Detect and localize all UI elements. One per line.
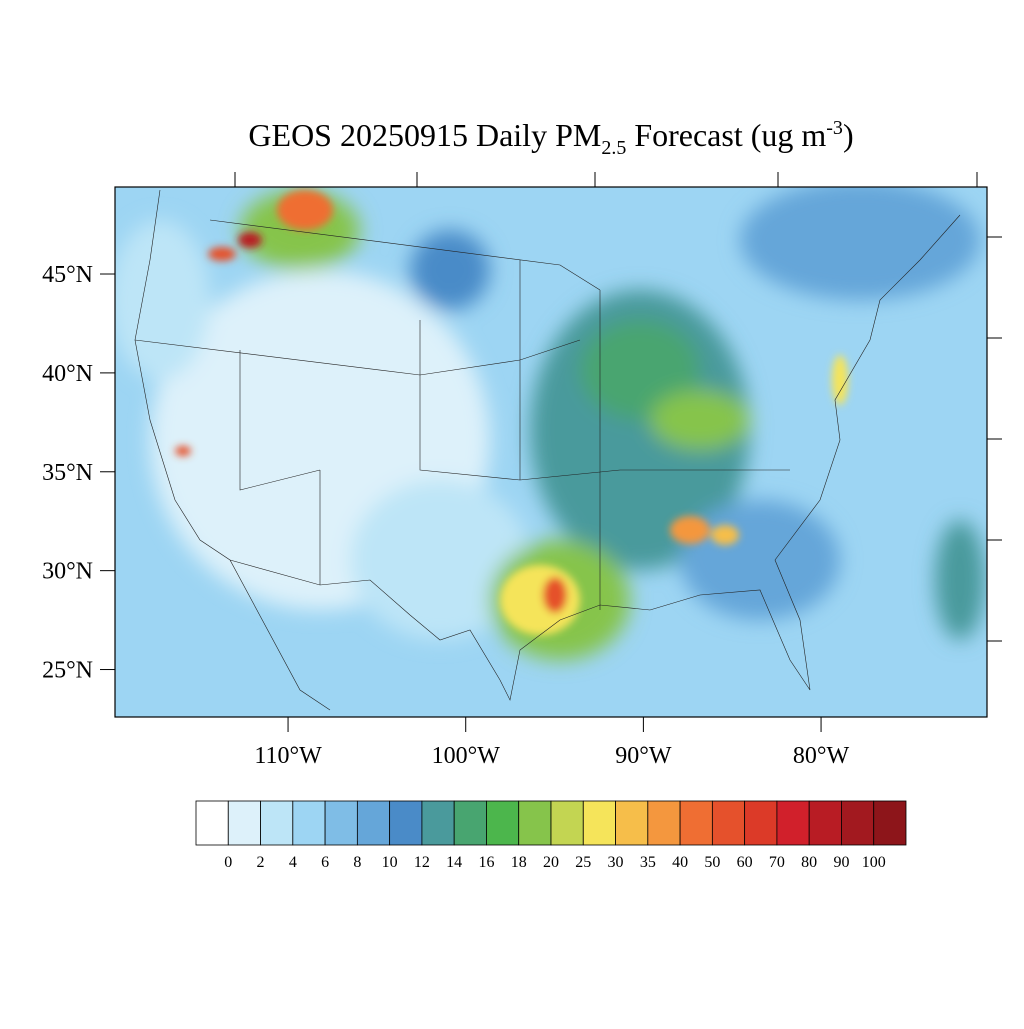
map-field	[115, 187, 987, 717]
colorbar-box	[356, 800, 391, 846]
y-tick-label: 45°N	[42, 262, 93, 288]
colorbar-label: 0	[224, 854, 232, 871]
colorbar-box	[453, 800, 487, 846]
colorbar-label: 70	[769, 854, 785, 871]
y-tick-label: 35°N	[42, 460, 93, 486]
title-sub: 2.5	[601, 137, 626, 159]
colorbar-label: 40	[672, 854, 688, 871]
title-end: )	[843, 117, 854, 153]
colorbar-box	[324, 800, 358, 846]
colorbar-box	[389, 800, 423, 846]
colorbar-box	[776, 800, 810, 846]
colorbar-box	[292, 800, 326, 846]
colorbar-box	[550, 800, 584, 846]
colorbar-label: 100	[862, 854, 886, 871]
colorbar-label: 20	[543, 854, 559, 871]
colorbar-label: 80	[801, 854, 817, 871]
colorbar-box	[873, 800, 907, 846]
y-tick-label: 25°N	[42, 658, 93, 684]
axes: 110°W 100°W 90°W 80°W 25°N 30°N 35°N 40°N 45°N	[42, 262, 849, 769]
x-tick-label: 110°W	[254, 743, 322, 769]
x-tick-label: 90°W	[615, 743, 672, 769]
title-main: GEOS 20250915 Daily PM	[248, 117, 601, 153]
colorbar-label: 4	[289, 854, 297, 871]
title-sup: -3	[826, 117, 843, 139]
colorbar-label: 8	[353, 854, 361, 871]
colorbar-box	[227, 800, 261, 846]
colorbar-box	[808, 800, 842, 846]
colorbar-label: 16	[478, 854, 494, 871]
colorbar-box	[615, 800, 649, 846]
colorbar-label: 60	[737, 854, 753, 871]
colorbar-box	[421, 800, 455, 846]
colorbar-label: 6	[321, 854, 329, 871]
map-title: GEOS 20250915 Daily PM2.5 Forecast (ug m…	[248, 117, 853, 159]
colorbar-label: 50	[704, 854, 720, 871]
colorbar-label: 2	[257, 854, 265, 871]
colorbar-label: 25	[575, 854, 591, 871]
colorbar-label: 90	[833, 854, 849, 871]
colorbar-label: 18	[511, 854, 527, 871]
colorbar-box	[841, 800, 875, 846]
colorbar-box	[679, 800, 713, 846]
colorbar-label: 35	[640, 854, 656, 871]
colorbar-box	[486, 800, 520, 846]
y-tick-label: 40°N	[42, 361, 93, 387]
title-rest: Forecast (ug m	[626, 117, 826, 153]
colorbar-label: 12	[414, 854, 430, 871]
x-tick-label: 100°W	[432, 743, 501, 769]
colorbar-label: 30	[608, 854, 624, 871]
colorbar-box	[260, 800, 294, 846]
y-tick-label: 30°N	[42, 559, 93, 585]
map-frame	[114, 186, 988, 718]
colorbar-box	[744, 800, 778, 846]
colorbar-box	[711, 800, 746, 846]
colorbar-box	[518, 800, 552, 846]
colorbar-label: 14	[446, 854, 462, 871]
frame-ticks	[234, 172, 1002, 642]
colorbar-box	[195, 800, 229, 846]
x-tick-label: 80°W	[793, 743, 850, 769]
colorbar: 0 2 4 6 8 10 12 14 16 18 20 25 30 35 40 50 60 70 80 90 100	[195, 800, 907, 871]
colorbar-box	[582, 800, 616, 846]
colorbar-box	[647, 800, 681, 846]
colorbar-label: 10	[382, 854, 398, 871]
